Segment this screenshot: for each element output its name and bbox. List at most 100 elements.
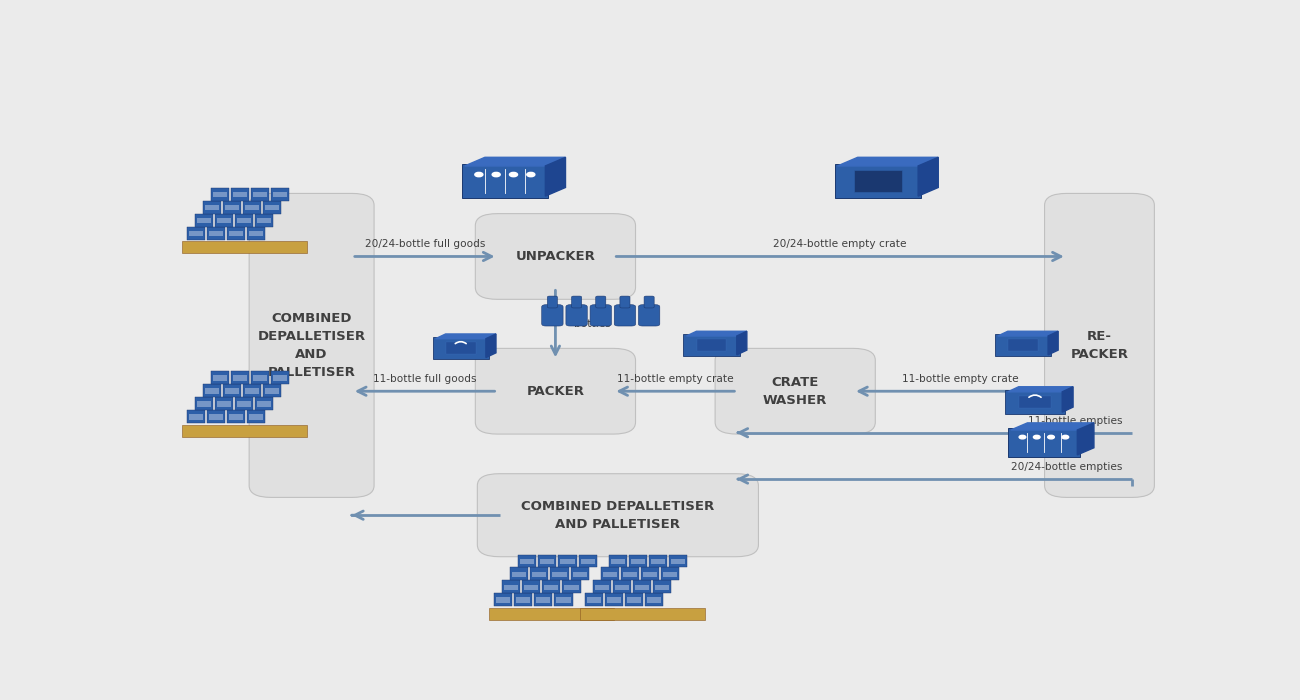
FancyBboxPatch shape (250, 231, 263, 237)
Circle shape (493, 172, 500, 176)
FancyBboxPatch shape (554, 594, 572, 606)
FancyBboxPatch shape (581, 559, 594, 564)
FancyBboxPatch shape (225, 205, 239, 211)
FancyBboxPatch shape (552, 572, 567, 577)
FancyBboxPatch shape (476, 349, 636, 434)
Circle shape (1034, 435, 1040, 439)
FancyBboxPatch shape (564, 584, 579, 590)
FancyBboxPatch shape (255, 214, 273, 227)
FancyBboxPatch shape (560, 559, 575, 564)
FancyBboxPatch shape (209, 231, 224, 237)
FancyBboxPatch shape (671, 559, 685, 564)
FancyBboxPatch shape (594, 584, 608, 590)
FancyBboxPatch shape (497, 598, 510, 603)
FancyBboxPatch shape (494, 594, 512, 606)
FancyBboxPatch shape (237, 218, 251, 223)
FancyBboxPatch shape (530, 568, 549, 580)
FancyBboxPatch shape (630, 559, 645, 564)
Text: COMBINED DEPALLETISER
AND PALLETISER: COMBINED DEPALLETISER AND PALLETISER (521, 500, 715, 531)
FancyBboxPatch shape (641, 568, 659, 580)
FancyBboxPatch shape (213, 375, 228, 381)
Text: COMBINED
DEPALLETISER
AND
PALLETISER: COMBINED DEPALLETISER AND PALLETISER (257, 312, 365, 379)
FancyBboxPatch shape (227, 227, 246, 240)
FancyBboxPatch shape (247, 227, 265, 240)
FancyBboxPatch shape (195, 214, 213, 227)
Polygon shape (1048, 331, 1058, 355)
Polygon shape (837, 158, 939, 166)
FancyBboxPatch shape (211, 188, 229, 201)
FancyBboxPatch shape (556, 598, 571, 603)
Polygon shape (737, 331, 746, 355)
FancyBboxPatch shape (578, 554, 597, 568)
FancyBboxPatch shape (663, 572, 677, 577)
Circle shape (1048, 435, 1054, 439)
FancyBboxPatch shape (231, 371, 250, 384)
FancyBboxPatch shape (538, 554, 556, 568)
FancyBboxPatch shape (623, 572, 637, 577)
FancyBboxPatch shape (217, 218, 231, 223)
FancyBboxPatch shape (207, 227, 225, 240)
FancyBboxPatch shape (625, 594, 644, 606)
FancyBboxPatch shape (615, 304, 636, 326)
FancyBboxPatch shape (188, 414, 203, 419)
FancyBboxPatch shape (647, 598, 662, 603)
Polygon shape (1008, 386, 1072, 392)
FancyBboxPatch shape (520, 559, 534, 564)
Polygon shape (486, 334, 497, 358)
FancyBboxPatch shape (462, 164, 549, 197)
Circle shape (510, 172, 517, 176)
Text: 20/24-bottle empties: 20/24-bottle empties (1011, 462, 1122, 472)
Text: bottles: bottles (573, 319, 610, 329)
FancyBboxPatch shape (651, 559, 666, 564)
FancyBboxPatch shape (1045, 193, 1154, 498)
Text: 11-bottle empty crate: 11-bottle empty crate (618, 374, 733, 384)
Polygon shape (546, 158, 566, 196)
FancyBboxPatch shape (634, 584, 649, 590)
FancyBboxPatch shape (246, 205, 259, 211)
FancyBboxPatch shape (273, 375, 287, 381)
FancyBboxPatch shape (621, 568, 640, 580)
Circle shape (1019, 435, 1026, 439)
Polygon shape (1011, 423, 1093, 430)
FancyBboxPatch shape (563, 580, 581, 594)
FancyBboxPatch shape (545, 584, 559, 590)
FancyBboxPatch shape (586, 598, 601, 603)
Text: UNPACKER: UNPACKER (516, 250, 595, 263)
FancyBboxPatch shape (604, 594, 623, 606)
FancyBboxPatch shape (243, 384, 261, 397)
FancyBboxPatch shape (446, 342, 476, 354)
FancyBboxPatch shape (213, 192, 228, 197)
FancyBboxPatch shape (217, 401, 231, 407)
FancyBboxPatch shape (504, 584, 519, 590)
FancyBboxPatch shape (593, 580, 611, 594)
FancyBboxPatch shape (246, 389, 259, 393)
FancyBboxPatch shape (209, 414, 224, 419)
FancyBboxPatch shape (550, 568, 568, 580)
FancyBboxPatch shape (620, 296, 630, 308)
FancyBboxPatch shape (233, 192, 247, 197)
Text: PACKER: PACKER (526, 385, 585, 398)
FancyBboxPatch shape (607, 598, 621, 603)
Circle shape (474, 172, 482, 176)
Polygon shape (997, 331, 1058, 336)
FancyBboxPatch shape (612, 580, 630, 594)
FancyBboxPatch shape (205, 389, 218, 393)
FancyBboxPatch shape (205, 205, 218, 211)
FancyBboxPatch shape (254, 375, 268, 381)
FancyBboxPatch shape (229, 414, 243, 419)
FancyBboxPatch shape (542, 304, 563, 326)
FancyBboxPatch shape (627, 598, 641, 603)
FancyBboxPatch shape (572, 296, 581, 308)
FancyBboxPatch shape (585, 594, 603, 606)
FancyBboxPatch shape (250, 193, 374, 498)
FancyBboxPatch shape (519, 554, 537, 568)
FancyBboxPatch shape (1005, 390, 1065, 414)
FancyBboxPatch shape (601, 568, 619, 580)
FancyBboxPatch shape (182, 425, 307, 437)
FancyBboxPatch shape (1008, 428, 1080, 456)
FancyBboxPatch shape (629, 554, 647, 568)
FancyBboxPatch shape (644, 572, 658, 577)
FancyBboxPatch shape (512, 572, 527, 577)
FancyBboxPatch shape (715, 349, 875, 434)
FancyBboxPatch shape (263, 384, 281, 397)
